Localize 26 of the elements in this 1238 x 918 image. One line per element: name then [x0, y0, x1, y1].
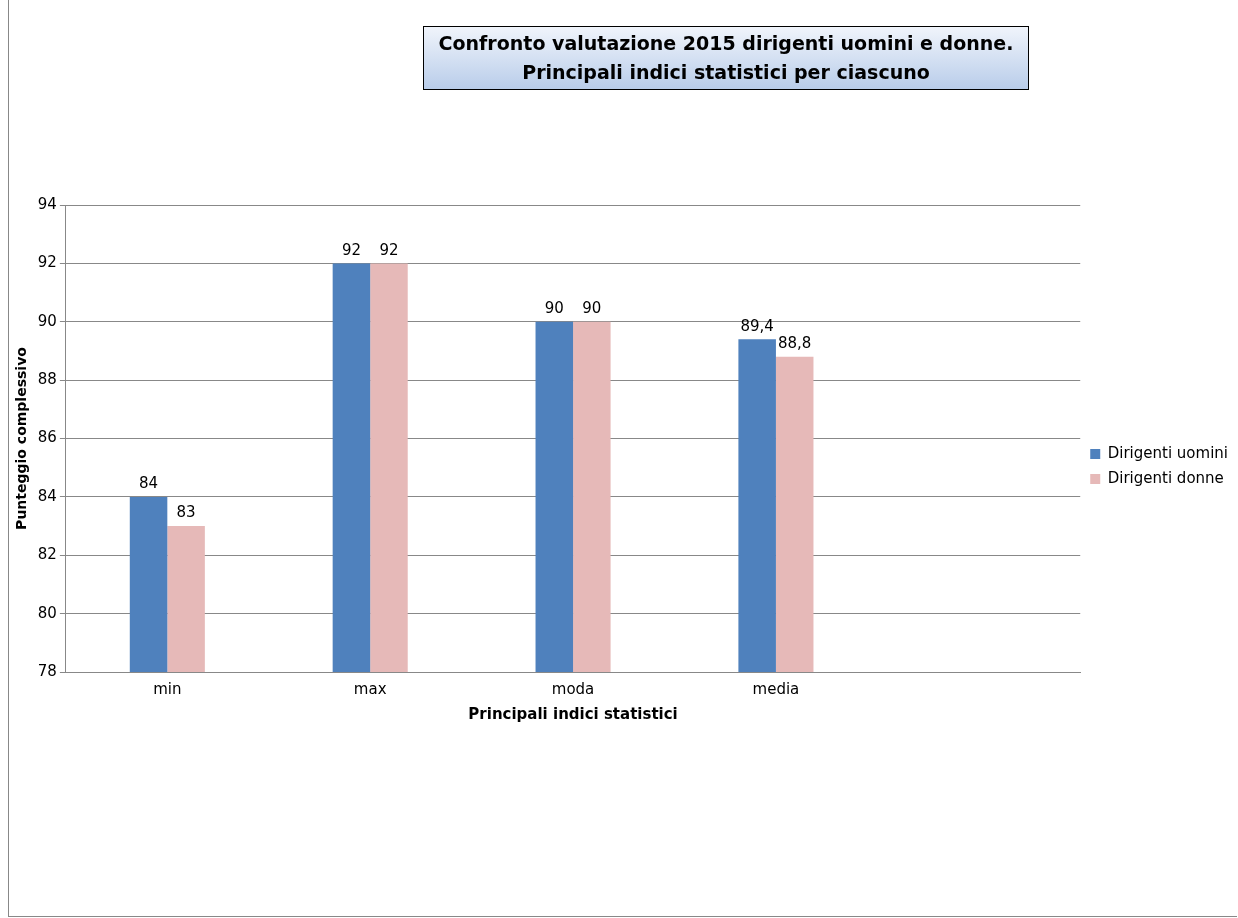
data-label: 90	[582, 299, 602, 318]
x-axis-title: Principali indici statistici	[468, 704, 678, 723]
x-tick-label: media	[752, 679, 800, 698]
y-tick-label: 86	[37, 428, 57, 447]
y-axis-title: Punteggio complessivo	[13, 346, 30, 530]
y-tick-label: 80	[37, 603, 57, 622]
legend-label: Dirigenti uomini	[1107, 443, 1228, 462]
y-tick-label: 84	[37, 486, 57, 505]
x-tick-label: max	[353, 679, 387, 698]
y-tick-label: 82	[37, 545, 57, 564]
data-label: 92	[379, 240, 399, 259]
y-tick-label: 92	[37, 253, 57, 272]
data-label: 90	[544, 299, 564, 318]
data-label: 88,8	[777, 334, 812, 353]
x-tick-label: min	[153, 679, 182, 698]
data-label: 83	[176, 503, 196, 522]
data-label: 89,4	[740, 316, 774, 335]
legend-label: Dirigenti donne	[1107, 468, 1224, 487]
y-tick-label: 90	[37, 311, 57, 330]
y-tick-label: 78	[37, 661, 57, 680]
chart-title: Confronto valutazione 2015 dirigenti uomini e donne. Principali indici statistici per ciascuno	[423, 26, 1029, 90]
y-tick-label: 88	[37, 370, 57, 389]
data-label: 92	[341, 240, 361, 259]
data-label: 84	[139, 474, 159, 493]
x-tick-label: moda	[551, 679, 595, 698]
y-tick-label: 94	[37, 194, 57, 213]
